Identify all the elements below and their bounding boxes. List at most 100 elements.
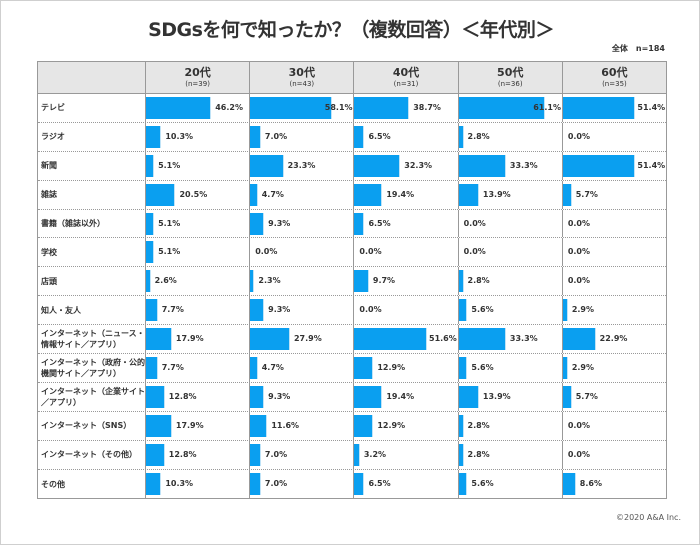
data-label: 9.7% — [372, 276, 396, 286]
data-cell: 22.9% — [561, 325, 666, 354]
row-label: インターネット（SNS） — [41, 421, 132, 431]
header-corner — [38, 62, 145, 93]
data-label: 0.0% — [359, 247, 382, 257]
data-cell: 5.6% — [457, 296, 562, 325]
bar — [562, 183, 571, 206]
chart-title: SDGsを何で知ったか？（複数回答）＜年代別＞ — [148, 19, 554, 41]
data-label: 2.3% — [258, 276, 281, 286]
chart-table: 20代 (n=39) 30代 (n=43) 40代 (n=31) 50代 (n=36) 60代(… — [37, 61, 667, 500]
data-label: 6.5% — [368, 218, 391, 228]
data-cell: 7.0% — [249, 469, 353, 499]
table-row: 新聞 5.1% 23.3% 32.3% 33.3% 51.4% — [38, 151, 666, 181]
data-cell: 0.0% — [249, 238, 353, 267]
bar — [458, 357, 467, 380]
data-label: 0.0% — [567, 131, 590, 141]
column-sample-size: (n=39) — [185, 80, 210, 88]
data-cell: 0.0% — [353, 238, 457, 267]
bar — [354, 97, 409, 119]
data-label: 2.8% — [467, 276, 490, 286]
data-cell: 20.5% — [145, 180, 249, 209]
data-label: 0.0% — [463, 247, 486, 257]
table-row: インターネット（ニュース・情報サイト／アプリ） 17.9% 27.9% 51.6% 33… — [38, 325, 666, 355]
data-label: 5.7% — [575, 189, 598, 199]
data-cell: 0.0% — [561, 411, 666, 440]
column-label: 30代 — [288, 66, 315, 79]
table-row: その他 10.3% 7.0% 6.5% 5.6% 8.6% — [38, 469, 666, 499]
bar — [250, 270, 254, 293]
column-header: 60代 (n=35) — [561, 62, 666, 93]
total-sample-label: 全体 n=184 — [611, 44, 665, 53]
bar — [146, 443, 164, 466]
bar — [562, 385, 571, 408]
row-label: テレビ — [41, 103, 65, 113]
bar — [458, 183, 478, 206]
data-label: 10.3% — [165, 131, 194, 141]
bar — [354, 270, 368, 293]
data-label: 19.4% — [386, 189, 415, 199]
data-cell: 38.7% — [353, 94, 457, 122]
bar — [146, 299, 157, 322]
bar — [354, 414, 373, 437]
data-cell: 33.3% — [457, 151, 562, 180]
bar — [354, 472, 364, 495]
data-cell: 5.1% — [145, 238, 249, 267]
data-cell: 2.8% — [457, 122, 562, 151]
data-cell: 2.8% — [457, 267, 562, 296]
bar — [250, 414, 267, 437]
bar — [562, 357, 567, 380]
bar — [250, 385, 264, 408]
table-row: ラジオ 10.3% 7.0% 6.5% 2.8% 0.0% — [38, 122, 666, 152]
data-label: 51.4% — [637, 160, 666, 170]
bar — [146, 183, 175, 206]
data-cell: 2.9% — [561, 354, 666, 382]
bar — [354, 328, 427, 351]
data-cell: 0.0% — [353, 296, 457, 325]
data-cell: 32.3% — [353, 151, 457, 180]
data-label: 4.7% — [261, 189, 284, 199]
data-label: 0.0% — [567, 276, 590, 286]
data-label: 6.5% — [368, 478, 391, 488]
data-label: 22.9% — [599, 334, 628, 344]
bar — [146, 328, 171, 351]
data-label: 7.0% — [264, 449, 288, 459]
column-header: 40代 (n=31) — [353, 62, 457, 93]
data-cell: 0.0% — [561, 238, 666, 267]
data-label: 12.9% — [377, 420, 406, 430]
bar — [250, 299, 264, 322]
bar — [458, 270, 463, 293]
data-cell: 2.9% — [561, 296, 666, 325]
data-cell: 5.7% — [561, 180, 666, 209]
row-label: 新聞 — [41, 161, 57, 171]
data-label: 7.7% — [161, 305, 184, 315]
bar — [146, 154, 154, 177]
data-cell: 2.6% — [145, 267, 249, 296]
data-cell: 12.9% — [353, 354, 457, 382]
bar — [458, 414, 463, 437]
table-row: 書籍（雑誌以外） 5.1% 9.3% 6.5% 0.0% 0.0% — [38, 209, 666, 239]
data-cell: 58.1% — [249, 94, 353, 122]
data-label: 2.8% — [467, 420, 490, 430]
bar — [458, 299, 467, 322]
data-label: 0.0% — [567, 218, 590, 228]
data-cell: 9.3% — [249, 296, 353, 325]
column-header: 50代 (n=36) — [457, 62, 562, 93]
data-label: 5.1% — [158, 247, 181, 257]
column-label: 40代 — [392, 66, 420, 79]
row-label: 雑誌 — [41, 190, 57, 200]
data-label: 2.9% — [571, 305, 595, 315]
data-cell: 51.4% — [561, 151, 666, 180]
data-cell: 0.0% — [561, 440, 666, 469]
table-row: 店頭 2.6% 2.3% 9.7% 2.8% 0.0% — [38, 267, 666, 297]
data-label: 33.3% — [509, 334, 538, 344]
data-label: 11.6% — [271, 420, 300, 430]
column-sample-size: (n=36) — [497, 80, 523, 88]
data-label: 2.9% — [571, 363, 595, 373]
bar — [354, 212, 364, 235]
bar — [250, 328, 289, 351]
bar — [146, 472, 161, 495]
data-cell: 13.9% — [457, 180, 562, 209]
data-label: 51.6% — [429, 334, 457, 344]
data-cell: 0.0% — [457, 209, 562, 238]
row-label: インターネット（ニュース・情報サイト／アプリ） — [41, 329, 145, 350]
row-label: 店頭 — [41, 276, 57, 286]
